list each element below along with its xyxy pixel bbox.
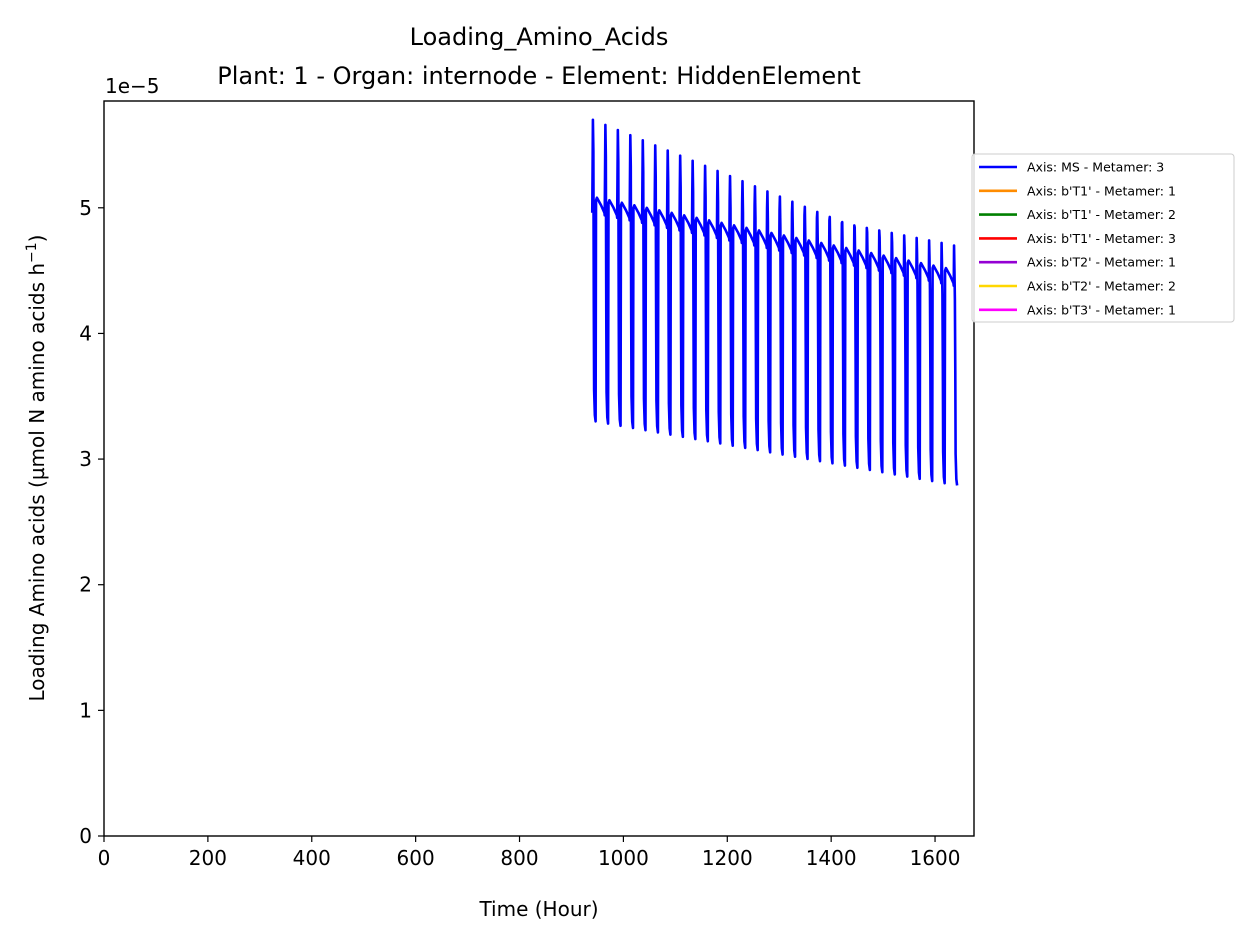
y-tick-label: 5 — [79, 196, 92, 220]
x-tick-label: 1400 — [806, 846, 857, 870]
x-tick-label: 1000 — [598, 846, 649, 870]
y-tick-label: 2 — [79, 573, 92, 597]
legend-entry: Axis: b'T3' - Metamer: 1 — [1027, 302, 1176, 317]
y-tick-label: 0 — [79, 824, 92, 848]
y-offset-label: 1e−5 — [105, 74, 160, 98]
x-tick-label: 200 — [189, 846, 227, 870]
legend: Axis: MS - Metamer: 3 Axis: b'T1' - Metam… — [971, 153, 1235, 323]
legend-entry: Axis: b'T1' - Metamer: 3 — [1027, 231, 1176, 246]
y-axis-label-exponent: −1 — [24, 242, 40, 263]
y-axis: 0 1 2 3 4 5 — [79, 196, 104, 848]
legend-frame — [971, 153, 1235, 323]
x-tick-label: 800 — [500, 846, 538, 870]
data-layer — [590, 118, 959, 486]
y-axis-label: Loading Amino acids (µmol N amino acids … — [24, 235, 49, 702]
y-axis-label-main: Loading Amino acids (µmol N amino acids … — [25, 263, 49, 702]
series-line — [590, 118, 959, 486]
legend-entry: Axis: b'T1' - Metamer: 1 — [1027, 183, 1176, 198]
x-axis-label: Time (Hour) — [478, 897, 598, 921]
y-axis-label-close: ) — [25, 235, 49, 243]
x-axis: 0 200 400 600 800 1000 1200 1400 1600 — [98, 836, 961, 870]
legend-entry: Axis: MS - Metamer: 3 — [1027, 160, 1164, 175]
x-tick-label: 1600 — [910, 846, 961, 870]
legend-entry: Axis: b'T1' - Metamer: 2 — [1027, 207, 1176, 222]
y-tick-label: 1 — [79, 698, 92, 722]
x-tick-label: 0 — [98, 846, 111, 870]
x-tick-label: 600 — [397, 846, 435, 870]
x-tick-label: 1200 — [702, 846, 753, 870]
legend-entry: Axis: b'T2' - Metamer: 1 — [1027, 255, 1176, 270]
legend-entry: Axis: b'T2' - Metamer: 2 — [1027, 279, 1176, 294]
y-tick-label: 3 — [79, 447, 92, 471]
plot-frame — [103, 100, 975, 837]
chart-subtitle: Plant: 1 - Organ: internode - Element: H… — [217, 62, 861, 90]
x-tick-label: 400 — [293, 846, 331, 870]
y-tick-label: 4 — [79, 321, 92, 345]
chart-title: Loading_Amino_Acids — [410, 23, 669, 51]
